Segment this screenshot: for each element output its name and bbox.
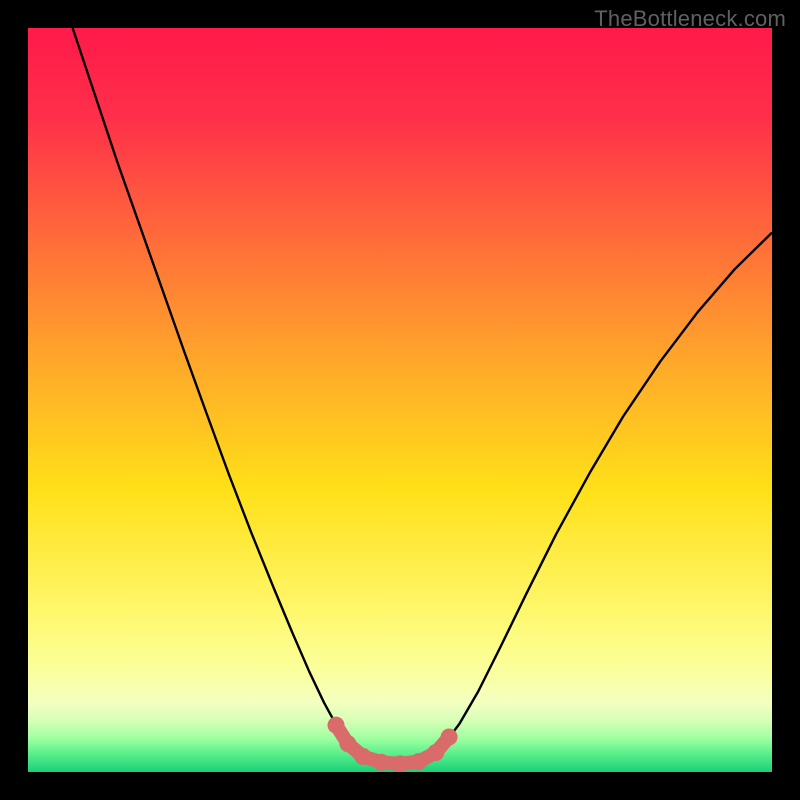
optimal-range-marker xyxy=(392,755,409,772)
optimal-range-marker xyxy=(427,744,444,761)
optimal-range-marker xyxy=(441,729,458,746)
optimal-range-marker xyxy=(410,753,427,770)
watermark-label: TheBottleneck.com xyxy=(594,6,786,32)
optimal-range-marker xyxy=(373,754,390,771)
bottleneck-curve-chart xyxy=(0,0,800,800)
optimal-range-marker xyxy=(328,717,345,734)
chart-frame: TheBottleneck.com xyxy=(0,0,800,800)
optimal-range-marker xyxy=(354,748,371,765)
optimal-range-marker xyxy=(339,735,356,752)
plot-background xyxy=(28,28,772,772)
